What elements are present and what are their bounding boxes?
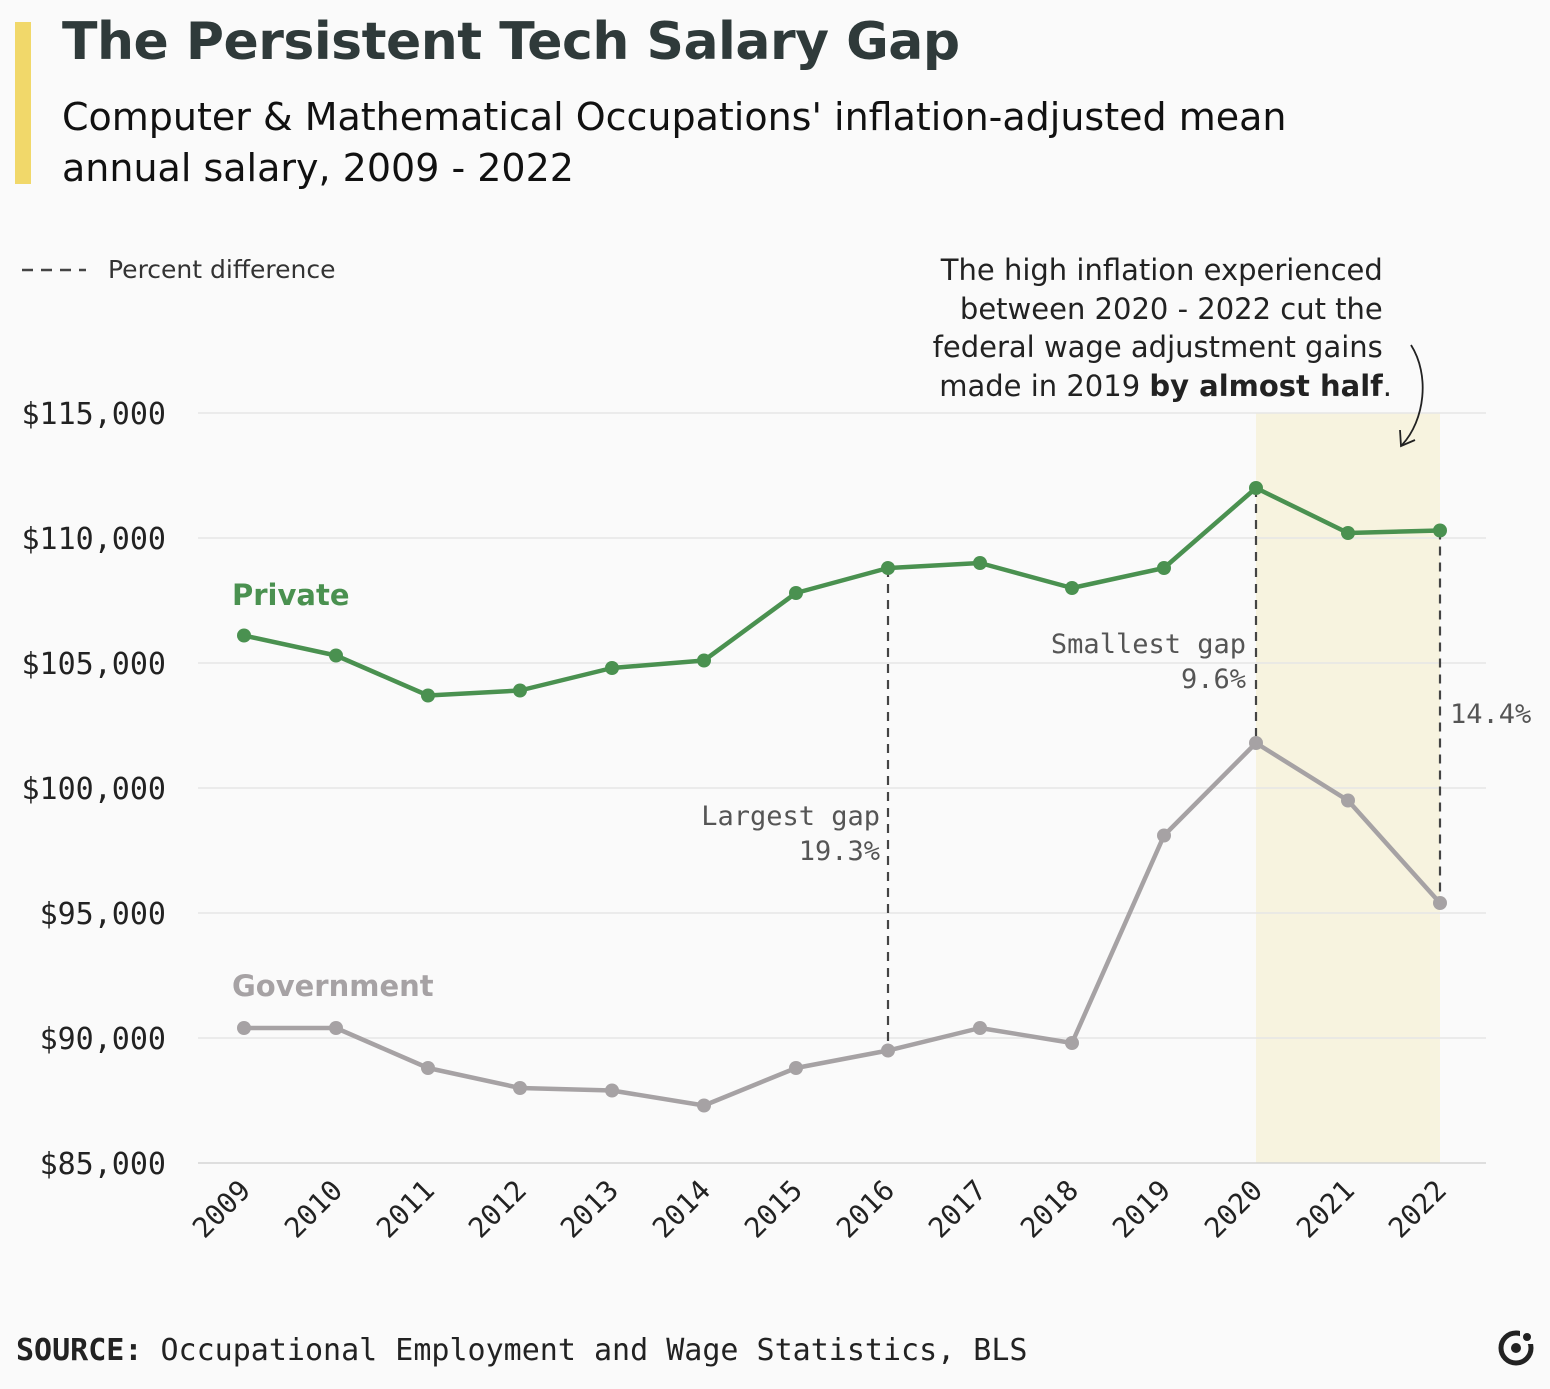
x-tick-label: 2011	[370, 1174, 441, 1245]
data-point	[329, 1021, 343, 1035]
series-group	[237, 481, 1447, 1113]
y-tick-label: $95,000	[40, 897, 166, 932]
smallest-gap-value: 9.6%	[1181, 664, 1246, 695]
x-tick-label: 2017	[922, 1174, 993, 1245]
annotation-emphasis: by almost half	[1149, 369, 1383, 403]
data-point	[421, 688, 435, 703]
x-tick-label: 2013	[554, 1174, 625, 1245]
annotation-text: The high inflation experienced between 2…	[933, 253, 1392, 403]
data-point	[973, 556, 987, 570]
series-line	[243, 485, 1441, 698]
annotation-line-2: between 2020 - 2022 cut the	[960, 292, 1383, 326]
data-point	[1065, 1036, 1079, 1050]
data-point	[881, 1043, 895, 1058]
data-point	[513, 683, 527, 698]
annotation-arrow	[1401, 344, 1424, 446]
annotation-line-4: made in 2019	[939, 369, 1149, 403]
legend-label: Percent difference	[108, 255, 336, 284]
x-tick-label: 2016	[830, 1174, 901, 1245]
largest-gap-value: 19.3%	[799, 836, 880, 867]
source-text: Occupational Employment and Wage Statist…	[160, 1333, 1028, 1368]
annotation-line-3: federal wage adjustment gains	[933, 330, 1383, 364]
title-accent-bar	[15, 22, 31, 184]
data-point	[329, 648, 343, 663]
data-point	[881, 561, 895, 575]
annotation-line-1: The high inflation experienced	[940, 253, 1383, 287]
annotation-arrowhead	[1399, 429, 1416, 448]
x-tick-label: 2014	[646, 1174, 717, 1245]
gap-2022-value: 14.4%	[1450, 699, 1531, 730]
data-point	[1157, 561, 1171, 575]
legend: Percent difference	[22, 255, 336, 284]
y-axis: $85,000 $90,000 $95,000 $100,000 $105,000 $11…	[22, 397, 167, 1182]
data-point	[697, 653, 711, 668]
smallest-gap-label: Smallest gap	[1051, 629, 1246, 660]
data-point	[789, 586, 803, 600]
largest-gap-label: Largest gap	[701, 801, 880, 832]
series-label-government: Government	[232, 969, 434, 1003]
x-tick-label: 2020	[1198, 1174, 1269, 1245]
data-point	[697, 1098, 711, 1113]
data-point	[1065, 581, 1079, 595]
x-tick-label: 2018	[1014, 1174, 1085, 1245]
y-tick-label: $90,000	[40, 1022, 166, 1057]
data-point	[789, 1061, 803, 1075]
data-point	[1249, 736, 1263, 750]
y-tick-label: $85,000	[40, 1147, 166, 1182]
series-private	[237, 481, 1447, 703]
y-tick-label: $100,000	[22, 772, 167, 807]
chart-subtitle: Computer & Mathematical Occupations' inf…	[62, 95, 1287, 190]
series-label-private: Private	[232, 578, 350, 612]
data-point	[421, 1061, 435, 1075]
data-point	[237, 628, 251, 643]
annotation-period: .	[1383, 369, 1392, 403]
data-point	[1341, 793, 1355, 808]
x-tick-label: 2010	[278, 1174, 349, 1245]
y-tick-label: $110,000	[22, 522, 167, 557]
y-tick-label: $115,000	[22, 397, 167, 432]
line-chart: Percent difference $85,000 $90,000 $95,000…	[22, 253, 1532, 1245]
source-note: SOURCE: Occupational Employment and Wage…	[16, 1333, 1027, 1368]
data-point	[513, 1081, 527, 1095]
data-point	[1433, 523, 1447, 538]
data-point	[1157, 828, 1171, 843]
x-tick-label: 2012	[462, 1174, 533, 1245]
inflation-annotation: The high inflation experienced between 2…	[933, 253, 1424, 448]
x-tick-label: 2009	[186, 1174, 257, 1245]
data-point	[1433, 896, 1447, 910]
series-line	[244, 740, 1442, 1108]
annotation-labels: Private Government Largest gap 19.3% Smalles…	[232, 578, 1531, 1003]
x-tick-label: 2022	[1382, 1174, 1453, 1245]
x-tick-label: 2019	[1106, 1174, 1177, 1245]
data-point	[1249, 481, 1263, 495]
data-point	[605, 1083, 619, 1098]
series-government	[237, 736, 1447, 1113]
x-tick-label: 2021	[1290, 1174, 1361, 1245]
chart-title: The Persistent Tech Salary Gap	[62, 12, 960, 72]
gap-lines	[886, 488, 1442, 1051]
x-axis: 2009 2010 2011 2012 2013 2014 2015 2016 2017 2018…	[186, 1174, 1453, 1245]
data-point	[605, 661, 619, 675]
y-tick-label: $105,000	[22, 647, 167, 682]
x-tick-label: 2015	[738, 1174, 809, 1245]
data-point	[973, 1021, 987, 1035]
y-grid	[198, 412, 1486, 1164]
data-point	[1341, 526, 1355, 540]
source-label: SOURCE:	[16, 1333, 143, 1368]
brand-logo-icon	[1498, 1330, 1534, 1366]
data-point	[237, 1021, 251, 1035]
